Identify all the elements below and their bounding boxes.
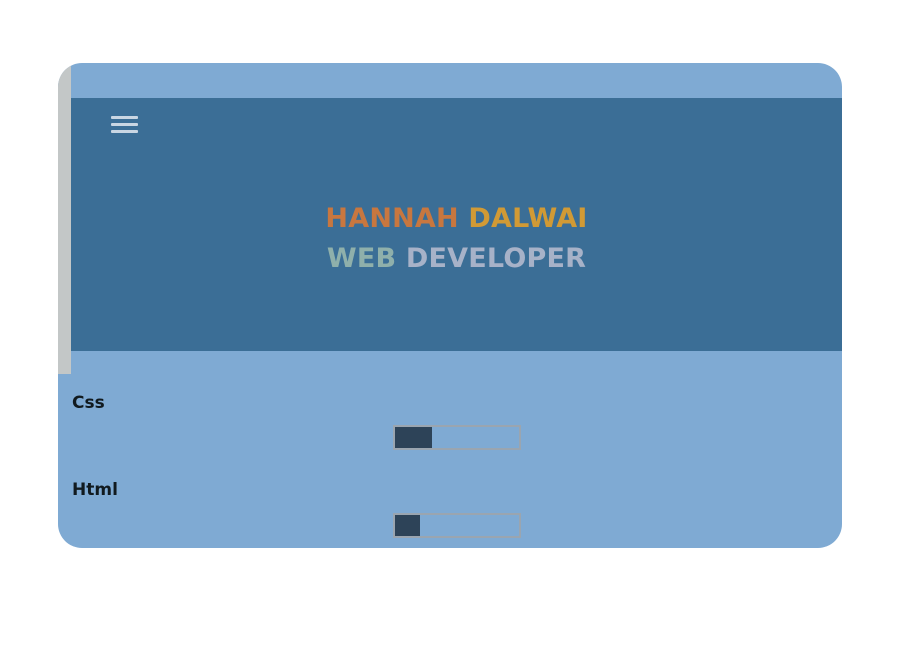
skill-bar-fill: [395, 515, 420, 536]
skill-bar-fill: [395, 427, 433, 448]
skill-label-css: Css: [72, 393, 105, 413]
hamburger-line: [111, 123, 138, 126]
skill-label-html: Html: [72, 480, 118, 500]
hamburger-icon[interactable]: [111, 115, 140, 135]
role-last: DEVELOPER: [405, 243, 587, 274]
hamburger-line: [111, 130, 138, 133]
scrollbar[interactable]: [58, 63, 71, 374]
hamburger-line: [111, 116, 138, 119]
hero-name: HANNAH DALWAI: [71, 204, 842, 234]
hero-header: HANNAH DALWAI WEB DEVELOPER: [71, 98, 842, 351]
hero-role: WEB DEVELOPER: [71, 244, 842, 274]
role-first: WEB: [326, 243, 397, 274]
skill-bar-html: [393, 513, 521, 538]
skill-bar-css: [393, 425, 521, 450]
app-window: HANNAH DALWAI WEB DEVELOPER Css Html: [58, 63, 842, 548]
name-last: DALWAI: [468, 203, 588, 234]
name-first: HANNAH: [325, 203, 459, 234]
